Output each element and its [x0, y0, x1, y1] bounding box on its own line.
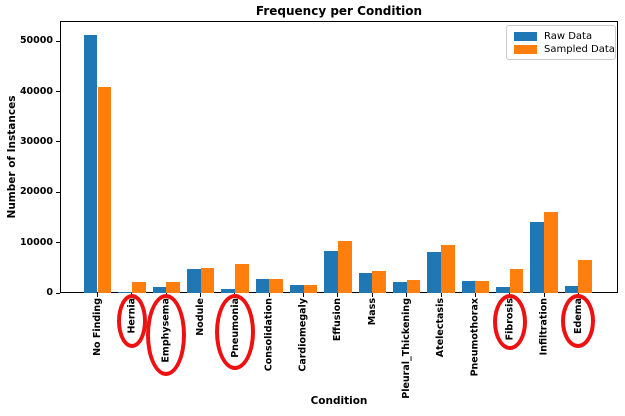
legend-label-raw-data: Raw Data [544, 30, 593, 42]
x-tick-label-infiltration: Infiltration [538, 297, 550, 355]
bar-sampled-data-pneumonia [234, 263, 249, 293]
x-tick-mark [371, 293, 373, 297]
y-tick-label: 0 [46, 287, 53, 298]
x-tick-mark [303, 293, 305, 297]
x-tick-label-no-finding: No Finding [92, 297, 103, 356]
y-tick-mark [56, 91, 60, 93]
x-tick-label-atelectasis: Atelectasis [435, 297, 447, 357]
y-tick-mark [56, 191, 60, 193]
y-tick-label: 30000 [19, 135, 53, 147]
legend-label-sampled-data: Sampled Data [544, 43, 615, 55]
bar-sampled-data-pleural-thickening [406, 280, 421, 293]
bar-sampled-data-mass [372, 270, 386, 293]
x-tick-label-pleural-thickening: Pleural_Thickening [401, 297, 413, 399]
x-tick-mark [97, 293, 98, 297]
legend-entry-raw-data: Raw Data [507, 30, 615, 43]
y-tick-label: 10000 [19, 236, 53, 248]
bar-raw-data-fibrosis [496, 287, 510, 293]
bar-raw-data-edema [564, 286, 579, 293]
x-tick-label-nodule: Nodule [195, 297, 207, 336]
annotation-ellipse-fibrosis [492, 294, 527, 350]
bar-raw-data-no-finding [83, 34, 98, 293]
bar-raw-data-consolidation [255, 279, 270, 293]
bar-sampled-data-cardiomegaly [303, 284, 318, 293]
annotation-ellipse-emphysema [146, 294, 187, 376]
x-tick-label-pneumothorax: Pneumothorax [469, 297, 481, 376]
x-tick-mark [268, 293, 270, 297]
x-tick-label-cardiomegaly: Cardiomegaly [298, 297, 310, 372]
y-tick-label: 50000 [19, 35, 53, 47]
bar-sampled-data-edema [578, 260, 593, 293]
annotation-ellipse-pneumonia [214, 294, 255, 370]
y-tick-mark [56, 40, 60, 42]
bar-sampled-data-pneumothorax [475, 281, 490, 293]
bar-raw-data-nodule [186, 269, 201, 293]
x-tick-mark [337, 293, 339, 297]
bar-raw-data-cardiomegaly [289, 284, 304, 293]
bar-raw-data-emphysema [152, 286, 167, 293]
y-tick-mark [56, 141, 60, 143]
bar-sampled-data-atelectasis [441, 244, 455, 293]
x-tick-mark [440, 293, 442, 297]
x-tick-label-effusion: Effusion [332, 297, 344, 341]
x-tick-mark [200, 293, 202, 297]
x-tick-label-consolidation: Consolidation [263, 297, 275, 371]
bar-sampled-data-emphysema [166, 281, 180, 293]
bar-raw-data-infiltration [530, 222, 545, 293]
legend-swatch-sampled-data [514, 45, 537, 54]
y-tick-mark [56, 292, 60, 294]
x-tick-label-mass: Mass [366, 297, 378, 325]
x-tick-mark [543, 293, 545, 297]
bar-raw-data-mass [358, 273, 373, 293]
y-tick-label: 20000 [19, 186, 53, 198]
legend-entry-sampled-data: Sampled Data [507, 43, 615, 56]
x-axis-label: Condition [310, 395, 368, 407]
bar-sampled-data-infiltration [544, 211, 558, 293]
bar-raw-data-effusion [324, 250, 338, 293]
bar-sampled-data-nodule [200, 268, 215, 293]
legend-swatch-raw-data [514, 32, 537, 41]
x-tick-mark [474, 293, 476, 297]
bar-raw-data-atelectasis [427, 252, 441, 293]
bar-sampled-data-effusion [337, 241, 352, 293]
annotation-ellipse-edema [561, 294, 596, 348]
bar-sampled-data-consolidation [269, 279, 283, 293]
chart-title: Frequency per Condition [255, 4, 423, 18]
bar-raw-data-hernia [118, 291, 132, 293]
bar-raw-data-pneumothorax [461, 281, 476, 293]
bar-raw-data-pneumonia [221, 288, 235, 293]
bar-sampled-data-fibrosis [509, 269, 524, 293]
bar-sampled-data-no-finding [97, 86, 112, 293]
bar-raw-data-pleural-thickening [392, 282, 407, 293]
annotation-ellipse-hernia [116, 294, 147, 348]
bar-sampled-data-hernia [131, 281, 146, 293]
y-tick-mark [56, 242, 60, 244]
legend: Raw Data Sampled Data [506, 25, 616, 60]
y-tick-label: 40000 [19, 85, 53, 97]
x-tick-mark [406, 293, 408, 297]
